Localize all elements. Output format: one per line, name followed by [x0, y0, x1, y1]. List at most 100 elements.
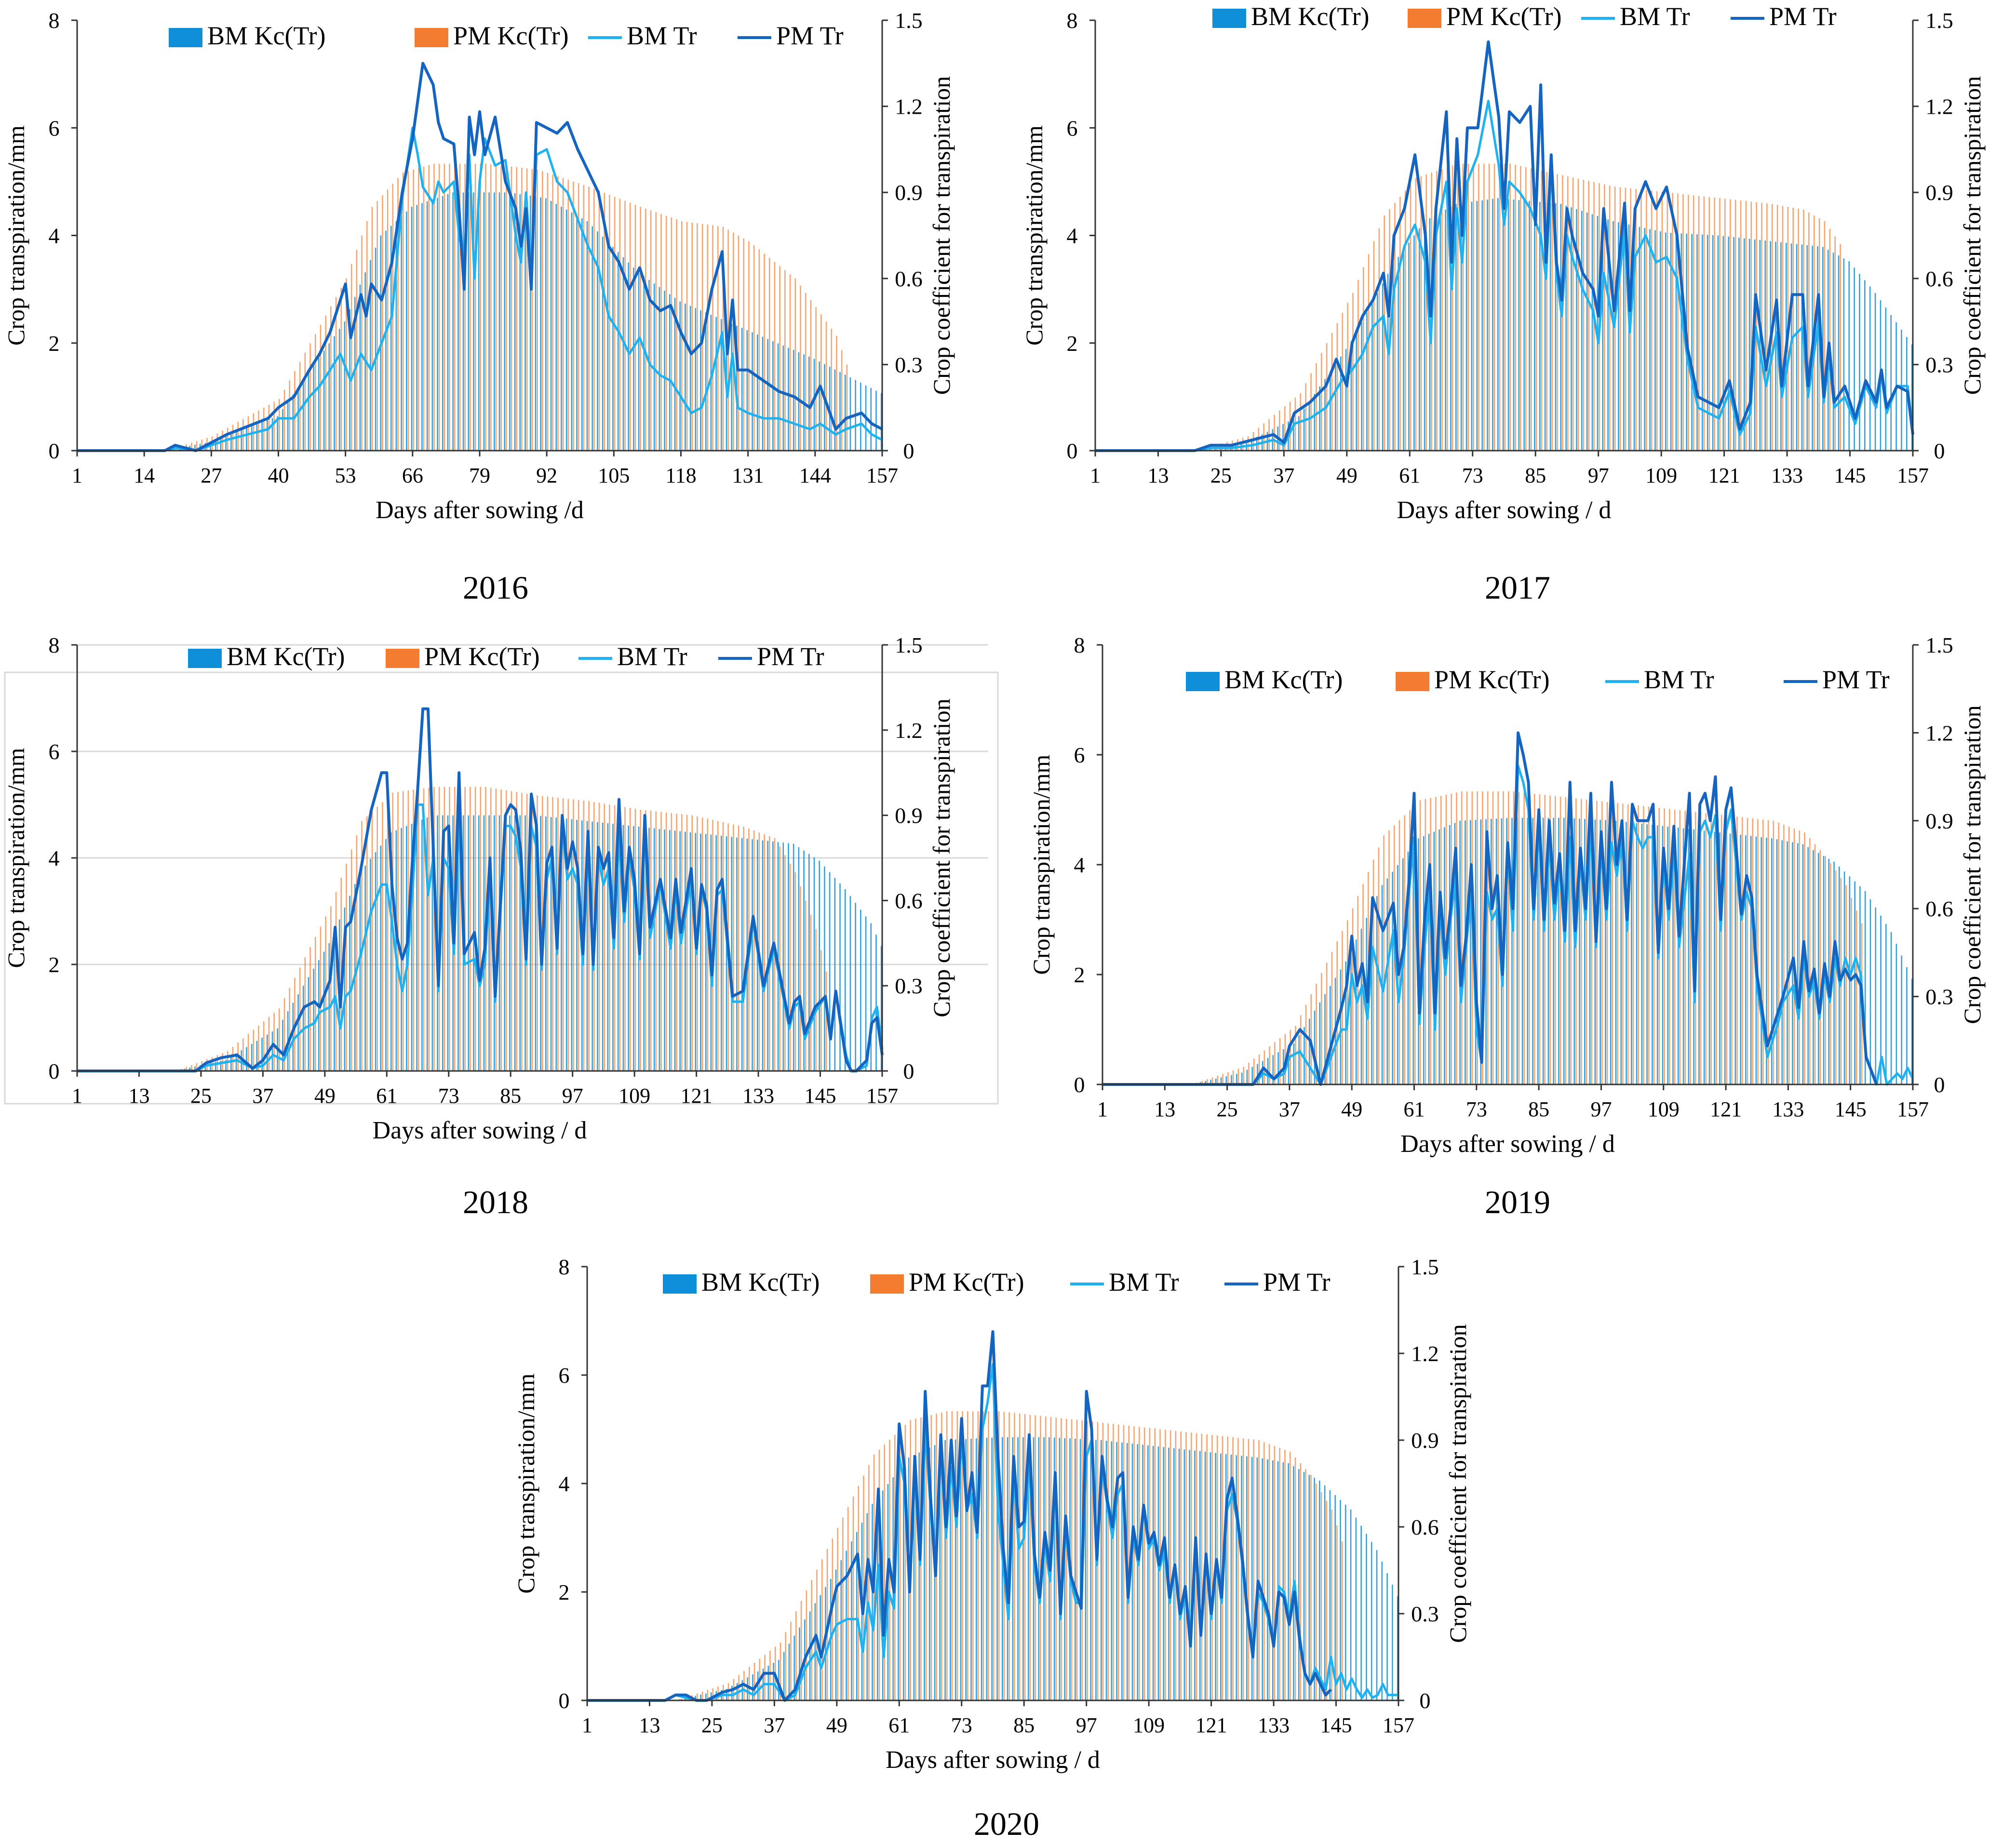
y-tick-label: 2: [1067, 331, 1078, 356]
legend-swatch-pm-kc: [1396, 672, 1429, 691]
pm-tr-line: [587, 1330, 1332, 1702]
chart-2016: 0 2 4 6 8 0 0.3 0.6 0.9 1.2 1.5 1 14 27 40 53 66 79 92 105 1…: [2, 8, 955, 524]
x-tick-label: 118: [665, 464, 696, 487]
y2-tick-label: 0: [903, 1059, 914, 1083]
x-tick-label: 131: [732, 464, 764, 487]
x-tick-label: 61: [1399, 464, 1420, 487]
y-tick-label: 2: [559, 1580, 570, 1604]
x-tick-label: 37: [764, 1713, 785, 1737]
x-tick-label: 79: [469, 464, 490, 487]
caption-2017: 2017: [1485, 569, 1550, 606]
bm-tr-line: [1095, 99, 1914, 452]
caption-2016: 2016: [463, 569, 528, 606]
x-tick-label: 145: [1835, 1097, 1867, 1121]
x-tick-label: 157: [866, 464, 898, 487]
legend-label: BM Tr: [627, 21, 697, 50]
x-tick-label: 105: [598, 464, 630, 487]
y2-tick-label: 0: [1420, 1688, 1431, 1713]
x-tick-label: 1: [582, 1713, 592, 1737]
legend: BM Kc(Tr) PM Kc(Tr) BM Tr PM Tr: [188, 642, 824, 671]
x-tick-label: 73: [951, 1713, 972, 1737]
pm-kc-bars: [681, 1411, 1343, 1700]
x-tick-label: 157: [1897, 1097, 1929, 1121]
x-tick-label: 61: [888, 1713, 910, 1737]
pm-tr-line: [1102, 731, 1878, 1086]
x-tick-label: 133: [1772, 1097, 1804, 1121]
x-tick-label: 13: [1147, 464, 1169, 487]
y-tick-label: 4: [559, 1471, 570, 1496]
legend-label: PM Tr: [776, 21, 844, 50]
y-tick-label: 4: [1067, 224, 1078, 248]
x-tick-label: 109: [1133, 1713, 1165, 1737]
y2-tick-label: 0.6: [1925, 267, 1953, 291]
x-tick-label: 85: [1528, 1097, 1549, 1121]
y2-tick-label: 1.2: [1925, 721, 1953, 745]
legend-label: PM Tr: [757, 642, 824, 671]
y2-tick-label: 1.5: [1925, 8, 1953, 33]
legend: BM Kc(Tr) PM Kc(Tr) BM Tr PM Tr: [663, 1268, 1331, 1297]
y2-axis-label: Crop coefficient for transpiration: [928, 698, 955, 1017]
y-axis-label: Crop transpiration/mm: [2, 748, 29, 968]
y-tick-label: 4: [1074, 853, 1085, 877]
legend-label: PM Tr: [1769, 2, 1837, 31]
x-tick-label: 121: [1196, 1713, 1227, 1737]
y2-axis-label: Crop coefficient for transpiration: [1959, 705, 1986, 1024]
y2-tick-label: 0.9: [1925, 809, 1953, 833]
x-axis-label: Days after sowing / d: [886, 1746, 1100, 1774]
legend-swatch-bm-kc: [1186, 672, 1220, 691]
legend-label: BM Kc(Tr): [207, 21, 326, 50]
y2-tick-label: 0.9: [895, 180, 923, 205]
y2-tick-label: 0.9: [895, 803, 923, 828]
bm-tr-line: [587, 1363, 1398, 1702]
x-tick-label: 61: [1404, 1097, 1425, 1121]
x-tick-label: 1: [1090, 464, 1101, 487]
y2-tick-label: 0.3: [895, 352, 923, 377]
y-tick-label: 2: [49, 331, 60, 356]
x-tick-label: 1: [1097, 1097, 1108, 1121]
y-tick-label: 6: [49, 739, 60, 764]
legend-label: PM Kc(Tr): [909, 1268, 1024, 1297]
x-tick-label: 121: [1710, 1097, 1742, 1121]
x-tick-label: 92: [536, 464, 557, 487]
bm-tr-line: [77, 126, 883, 452]
legend-swatch-pm-kc: [415, 28, 448, 47]
y-axis-label: Crop transpiration/mm: [1021, 125, 1048, 346]
x-tick-label: 145: [1834, 464, 1866, 487]
x-tick-label: 49: [826, 1713, 847, 1737]
y-tick-label: 2: [1074, 963, 1085, 987]
x-tick-label: 1: [72, 464, 82, 487]
y-tick-label: 0: [49, 1059, 60, 1083]
x-tick-label: 49: [1341, 1097, 1362, 1121]
x-tick-label: 73: [1466, 1097, 1487, 1121]
x-axis-label: Days after sowing /d: [376, 496, 584, 524]
y2-tick-label: 0: [1934, 439, 1945, 463]
legend-label: BM Tr: [617, 642, 687, 671]
x-tick-label: 25: [1217, 1097, 1238, 1121]
chart-2019: 0 2 4 6 8 0 0.3 0.6 0.9 1.2 1.5 1 13 25 37 49 61 73 85 97 10…: [1028, 633, 1986, 1158]
legend: BM Kc(Tr) PM Kc(Tr) BM Tr PM Tr: [1186, 665, 1890, 694]
caption-2019: 2019: [1485, 1184, 1550, 1220]
y2-tick-label: 0.6: [1411, 1515, 1439, 1539]
y2-axis-label: Crop coefficient for transpiration: [1959, 76, 1986, 395]
y2-tick-label: 1.5: [1411, 1255, 1439, 1279]
y2-tick-label: 0: [1934, 1072, 1945, 1097]
legend-label: BM Kc(Tr): [701, 1268, 820, 1297]
x-tick-label: 53: [335, 464, 356, 487]
x-tick-label: 66: [402, 464, 423, 487]
y-tick-label: 6: [49, 116, 60, 140]
bm-kc-bars: [1198, 198, 1913, 451]
legend-label: BM Kc(Tr): [1224, 665, 1343, 694]
y-tick-label: 8: [49, 8, 60, 33]
chart-frame: [4, 671, 999, 1105]
y2-tick-label: 1.2: [895, 94, 923, 119]
pm-tr-line: [77, 707, 884, 1072]
legend-swatch-pm-kc: [870, 1274, 904, 1294]
legend-swatch-bm-kc: [663, 1274, 697, 1294]
x-tick-label: 133: [1258, 1713, 1290, 1737]
y-axis-label: Crop transpiration/mm: [1028, 754, 1055, 975]
y-tick-label: 6: [1067, 116, 1078, 140]
y-tick-label: 6: [1074, 743, 1085, 767]
x-tick-label: 25: [1210, 464, 1232, 487]
x-axis-label: Days after sowing / d: [1400, 1130, 1615, 1158]
